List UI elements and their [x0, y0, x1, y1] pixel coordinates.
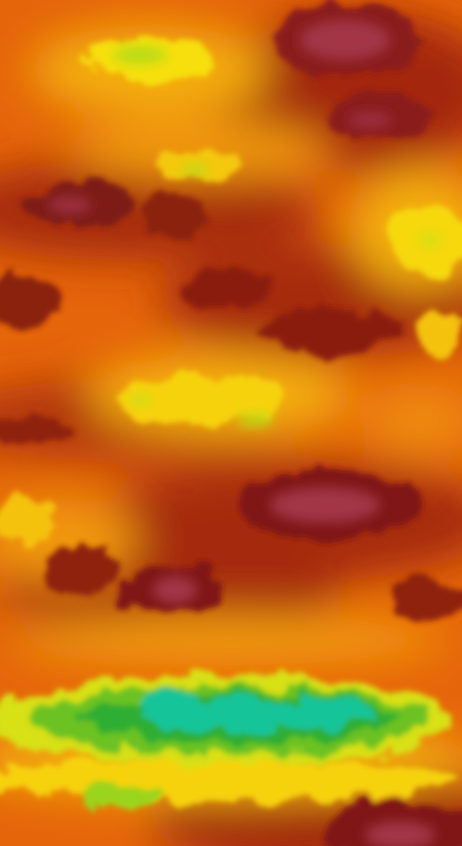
green-band [0, 675, 450, 807]
detail-highlights [48, 20, 440, 846]
